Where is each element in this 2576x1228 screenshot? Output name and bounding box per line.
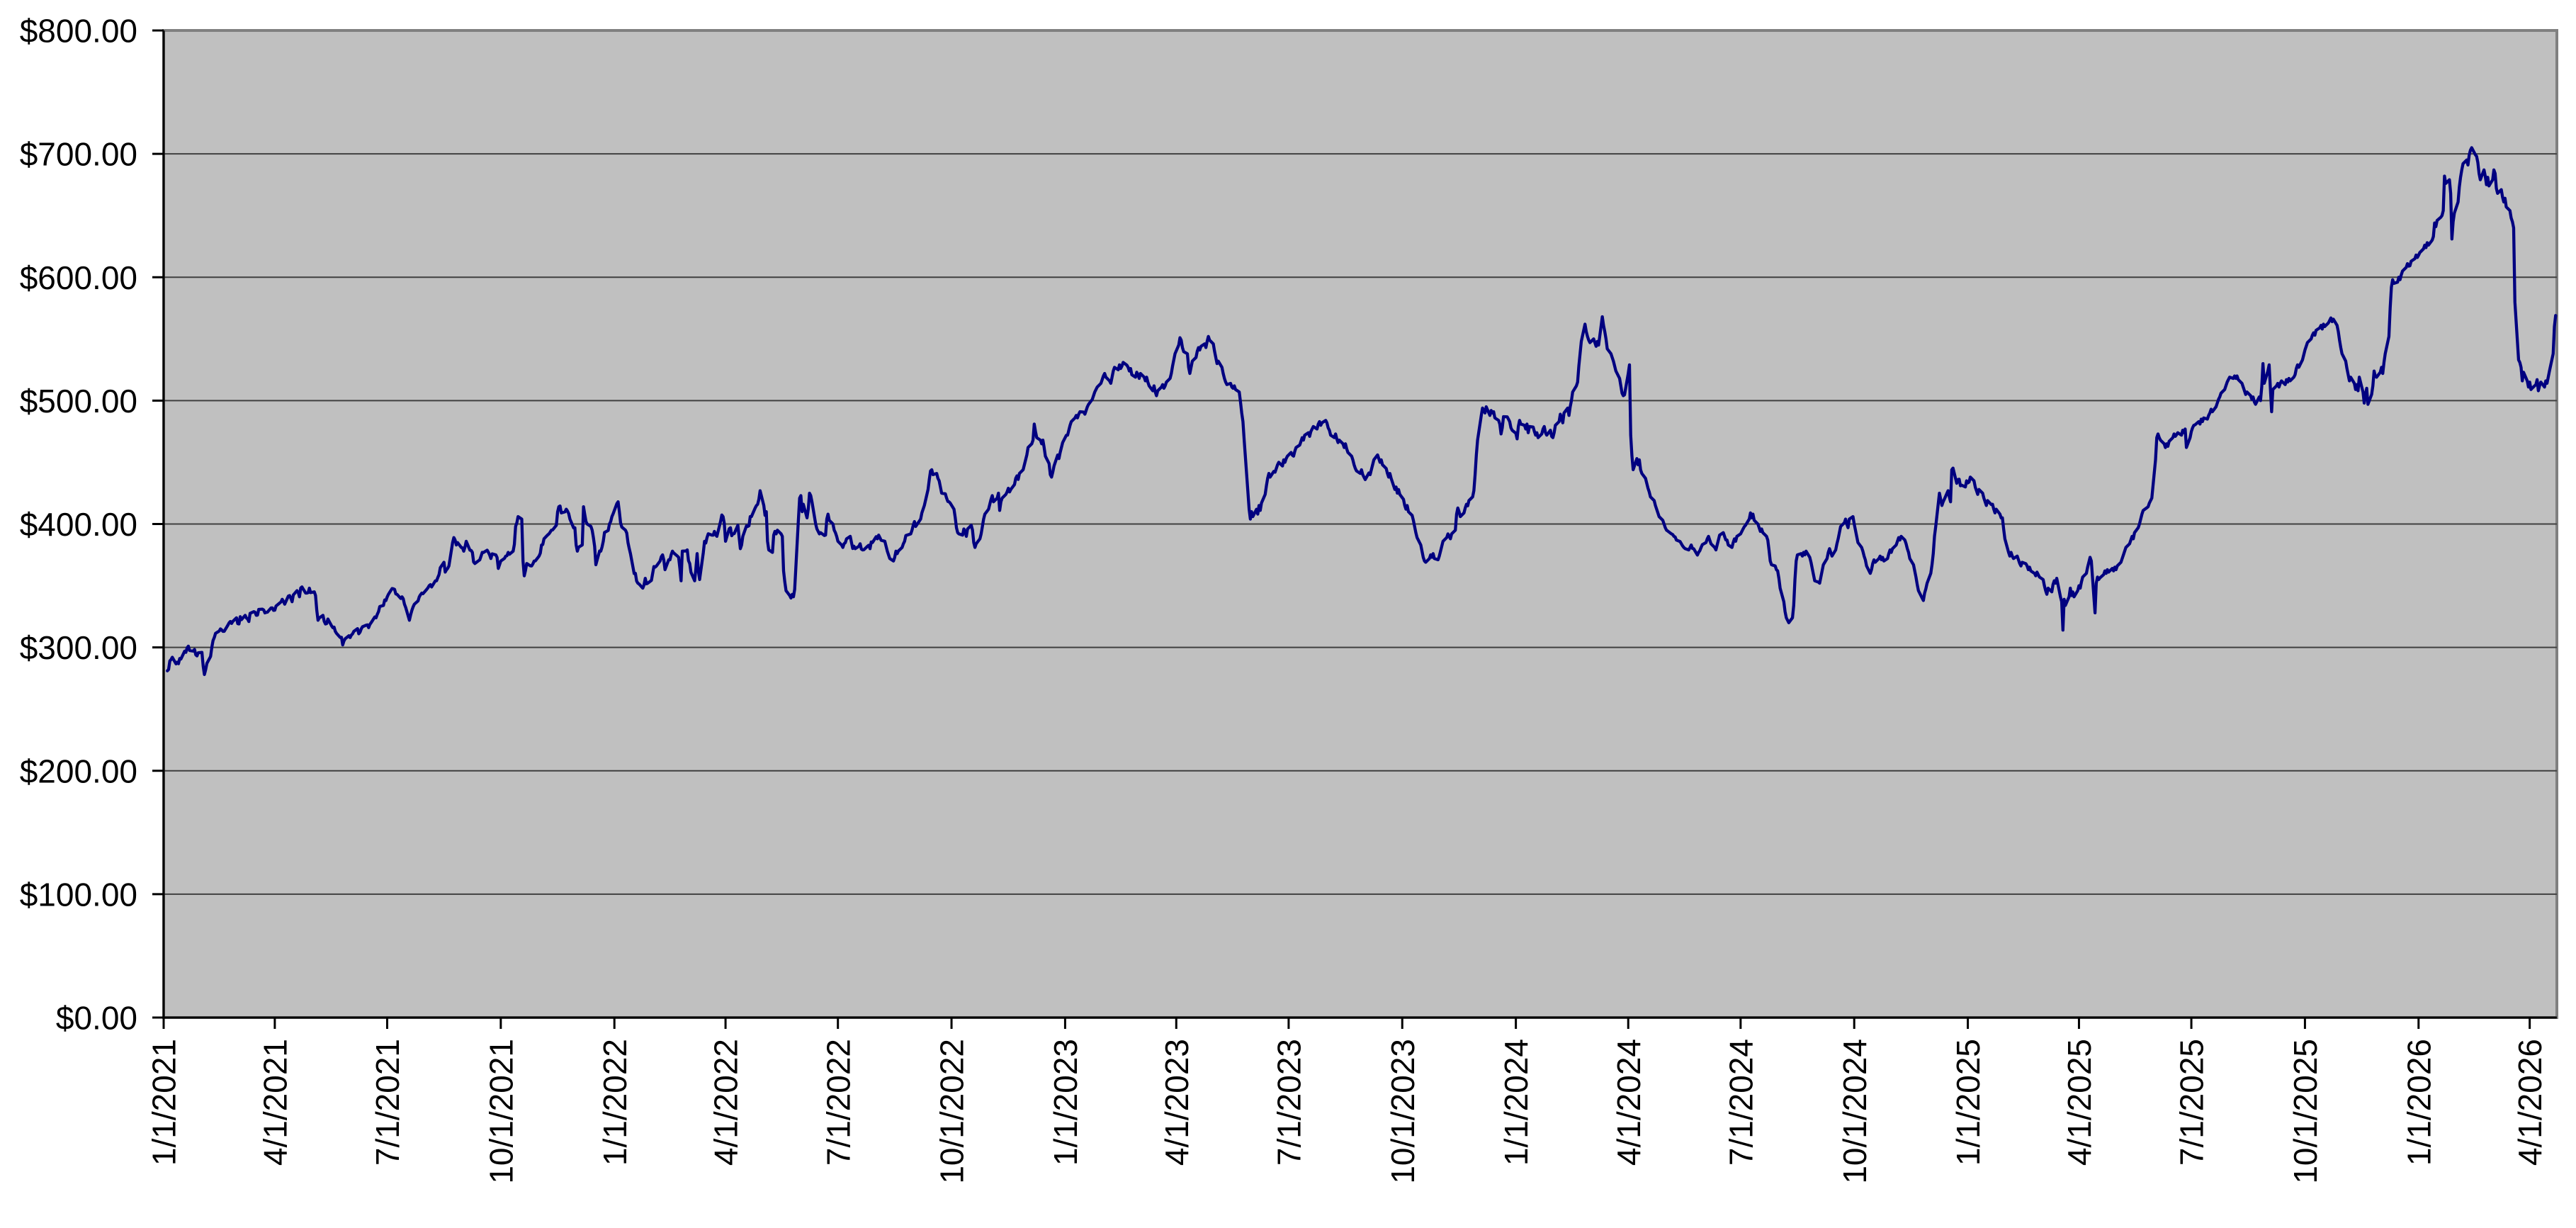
x-axis-label: 10/1/2024 <box>1836 1039 1873 1184</box>
x-axis-label: 1/1/2024 <box>1498 1039 1535 1166</box>
y-axis-label: $200.00 <box>20 753 137 789</box>
x-axis-label: 1/1/2025 <box>1950 1039 1987 1166</box>
x-axis-label: 10/1/2021 <box>482 1039 519 1184</box>
x-axis-label: 10/1/2025 <box>2287 1039 2324 1184</box>
x-axis-label: 1/1/2026 <box>2400 1039 2437 1166</box>
y-axis-label: $300.00 <box>20 629 137 666</box>
x-axis-label: 4/1/2023 <box>1158 1039 1195 1166</box>
x-axis-label: 7/1/2023 <box>1270 1039 1307 1166</box>
x-axis-label: 7/1/2025 <box>2174 1039 2210 1166</box>
x-axis-label: 4/1/2024 <box>1610 1039 1647 1166</box>
x-axis-label: 1/1/2022 <box>597 1039 633 1166</box>
y-axis-label: $500.00 <box>20 383 137 419</box>
y-axis-label: $400.00 <box>20 506 137 543</box>
y-axis-label: $800.00 <box>20 13 137 50</box>
x-axis-label: 7/1/2021 <box>369 1039 406 1166</box>
y-axis-label: $100.00 <box>20 876 137 913</box>
y-axis-label: $700.00 <box>20 136 137 173</box>
price-series-line <box>166 146 2558 677</box>
x-axis-label: 4/1/2021 <box>256 1039 293 1166</box>
x-axis-label: 1/1/2023 <box>1047 1039 1084 1166</box>
x-axis-labels: 1/1/2021 4/1/2021 7/1/2021 10/1/2021 1/1/202… <box>146 1039 2549 1184</box>
y-axis-label: $600.00 <box>20 259 137 296</box>
y-axis-label: $0.00 <box>56 1000 137 1037</box>
x-axis-label: 1/1/2021 <box>146 1039 183 1166</box>
x-axis-label: 10/1/2022 <box>934 1039 971 1184</box>
x-axis-ticks <box>162 1018 2531 1029</box>
x-axis-label: 7/1/2022 <box>820 1039 857 1166</box>
x-axis-label: 7/1/2024 <box>1722 1039 1759 1166</box>
x-axis-label: 4/1/2026 <box>2512 1039 2548 1166</box>
gridlines <box>164 153 2557 895</box>
x-axis-label: 10/1/2023 <box>1384 1039 1421 1184</box>
x-axis-label: 4/1/2022 <box>708 1039 745 1166</box>
y-axis-ticks <box>152 29 164 1019</box>
y-axis-labels: $0.00 $100.00 $200.00 $300.00 $400.00 $500.00… <box>20 13 137 1037</box>
x-axis-label: 4/1/2025 <box>2061 1039 2098 1166</box>
